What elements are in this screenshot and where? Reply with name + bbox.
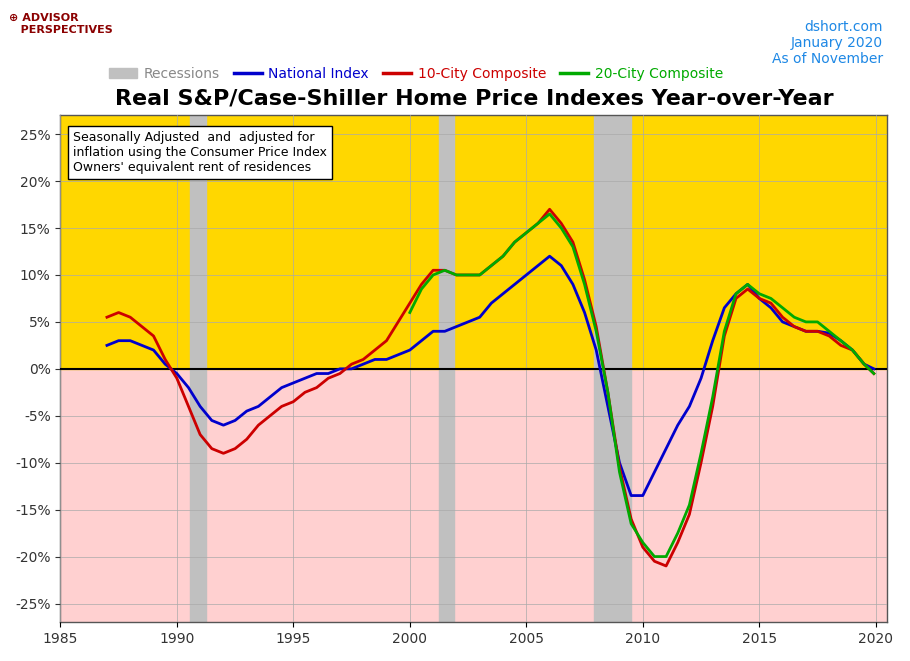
20-City Composite [868,369,879,377]
Bar [594,116,632,622]
Text: Seasonally Adjusted  and  adjusted for
inflation using the Consumer Price Index
: Seasonally Adjusted and adjusted for inf… [73,131,327,174]
Line: 20-City Composite: 20-City Composite [410,214,874,557]
Line: 10-City Composite: 10-City Composite [107,210,874,566]
20-City Composite [510,238,521,246]
10-City Composite [544,206,555,214]
National Index [160,360,171,368]
20-City Composite [824,327,834,335]
20-City Composite [859,360,870,368]
Text: ⊕ ADVISOR
   PERSPECTIVES: ⊕ ADVISOR PERSPECTIVES [9,13,113,35]
Bar [439,116,454,622]
20-City Composite [556,224,567,232]
10-City Composite [416,280,427,288]
20-City Composite [777,304,788,312]
20-City Composite [451,271,462,279]
20-City Composite [719,327,730,335]
Line: National Index: National Index [107,256,874,496]
20-City Composite [498,253,509,260]
National Index [416,336,427,344]
20-City Composite [626,520,637,527]
20-City Composite [462,271,473,279]
20-City Composite [672,529,683,537]
National Index [544,253,555,260]
20-City Composite [591,327,602,335]
20-City Composite [789,313,800,321]
National Index [868,365,879,373]
20-City Composite [695,449,706,457]
Text: dshort.com
January 2020
As of November: dshort.com January 2020 As of November [772,20,883,66]
National Index [707,336,718,344]
Bar [60,369,887,622]
20-City Composite [521,229,531,237]
National Index [451,323,462,330]
10-City Composite [707,403,718,410]
20-City Composite [847,346,858,354]
Title: Real S&P/Case-Shiller Home Price Indexes Year-over-Year: Real S&P/Case-Shiller Home Price Indexes… [115,89,834,108]
20-City Composite [474,271,485,279]
20-City Composite [684,501,695,509]
20-City Composite [416,285,427,293]
20-City Composite [661,553,672,561]
20-City Composite [753,290,764,297]
10-City Composite [824,332,834,340]
10-City Composite [451,271,462,279]
20-City Composite [637,539,648,547]
20-City Composite [743,280,753,288]
20-City Composite [765,294,776,302]
National Index [195,403,206,410]
10-City Composite [195,430,206,438]
20-City Composite [486,262,497,270]
National Index [626,492,637,500]
20-City Composite [404,309,415,317]
20-City Composite [707,393,718,401]
20-City Composite [532,219,543,227]
National Index [824,329,834,337]
20-City Composite [614,468,625,476]
20-City Composite [812,318,823,326]
10-City Composite [661,562,672,570]
20-City Composite [731,290,742,297]
20-City Composite [602,389,613,397]
10-City Composite [160,356,171,364]
20-City Composite [649,553,660,561]
20-City Composite [428,271,439,279]
20-City Composite [544,210,555,218]
Bar [60,116,887,369]
Legend: Recessions, National Index, 10-City Composite, 20-City Composite: Recessions, National Index, 10-City Comp… [104,61,729,87]
20-City Composite [835,336,846,344]
10-City Composite [868,369,879,377]
20-City Composite [568,243,579,251]
10-City Composite [102,313,113,321]
20-City Composite [440,266,450,274]
National Index [102,342,113,350]
20-City Composite [801,318,812,326]
20-City Composite [579,280,590,288]
Bar [190,116,206,622]
